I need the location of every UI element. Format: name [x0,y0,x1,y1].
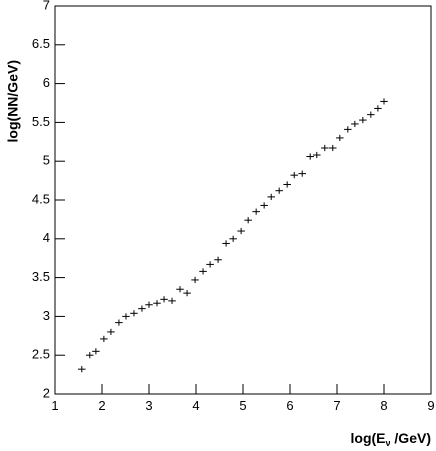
data-point [153,300,161,307]
data-point [298,170,306,177]
y-tick-label: 5.5 [32,114,50,129]
data-point [183,290,191,297]
y-tick-label: 7 [43,0,50,12]
x-tick-label: 8 [380,398,387,413]
x-axis-title-rest: /GeV) [391,430,431,446]
data-point [374,105,382,112]
y-tick-label: 3.5 [32,269,50,284]
data-point [229,235,237,242]
data-point [321,144,329,152]
data-point [222,240,230,247]
data-point [351,120,359,128]
data-point [359,116,367,124]
data-point [130,310,138,317]
data-point [206,261,214,268]
x-tick-label: 9 [427,398,434,413]
data-point [78,366,86,373]
x-tick-label: 1 [51,398,58,413]
y-tick-label: 3 [43,308,50,323]
data-point [100,335,108,343]
data-point [115,319,123,326]
data-point [237,227,245,235]
y-tick-label: 2.5 [32,347,50,362]
data-point [244,217,252,224]
y-axis-title: log(NN/GeV) [5,60,21,142]
x-tick-label: 2 [98,398,105,413]
data-point [92,348,100,355]
y-tick-label: 6.5 [32,36,50,51]
frame [54,5,432,395]
data-point [160,296,168,303]
data-point [313,151,321,159]
data-point [252,208,260,215]
data-point [122,313,130,320]
x-axis-title-sub: ν [386,438,391,448]
x-tick-label: 6 [286,398,293,413]
data-point [344,126,352,133]
data-point [306,153,314,160]
x-tick-label: 7 [333,398,340,413]
x-axis-title: log(Eν /GeV) [351,430,431,448]
y-tick-label: 2 [43,385,50,400]
data-point [107,328,115,336]
y-tick-label: 4 [43,230,50,245]
data-point [138,305,146,312]
data-point [267,193,275,200]
data-point [145,301,153,308]
data-point [168,297,176,304]
data-point [290,172,298,179]
data-point [336,134,344,142]
data-point [199,268,207,275]
data-point [260,202,268,209]
data-point [283,181,291,188]
data-point [214,256,222,263]
x-tick-label: 4 [192,398,199,413]
data-point [380,98,388,105]
data-point [275,187,283,194]
data-point [191,276,199,284]
x-axis-title-main: log(E [351,430,386,446]
data-point [367,111,375,118]
data-point [86,352,94,359]
y-tick-label: 5 [43,153,50,168]
x-tick-label: 3 [145,398,152,413]
data-point [176,286,184,293]
y-tick-label: 4.5 [32,191,50,206]
x-tick-label: 5 [239,398,246,413]
y-tick-label: 6 [43,75,50,90]
data-point [329,144,337,152]
